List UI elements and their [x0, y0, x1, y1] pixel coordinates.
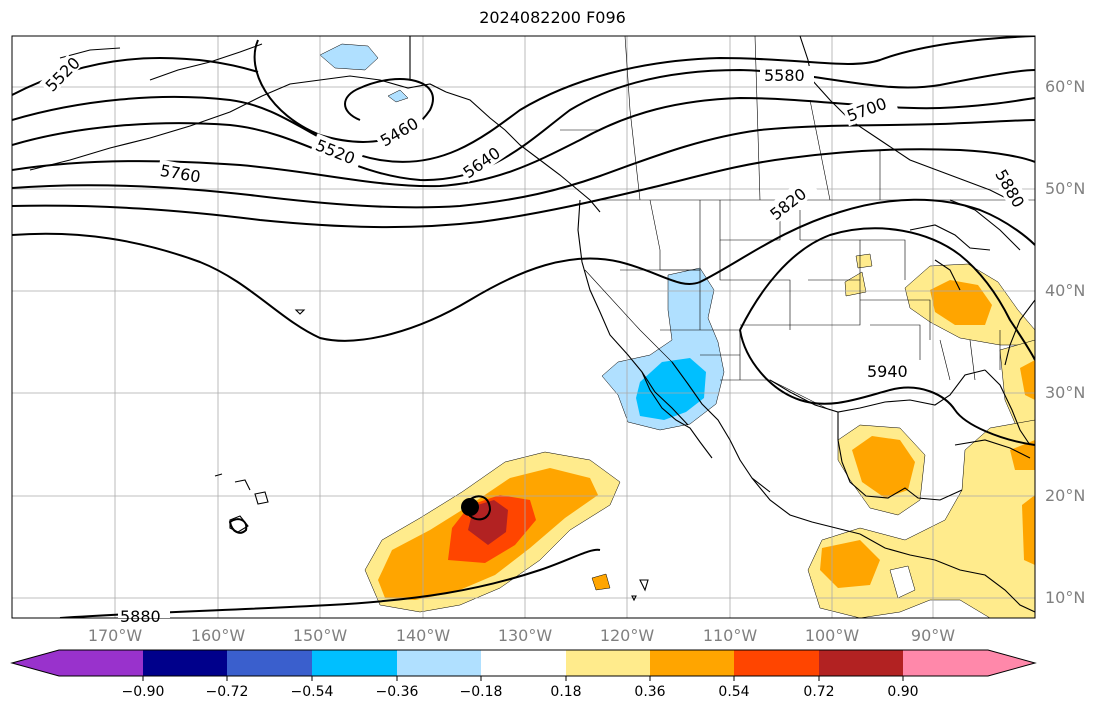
map-frame — [11, 35, 1036, 619]
negative-anomaly-alaska — [319, 43, 379, 71]
colorbar-tick-label: 0.90 — [887, 684, 919, 700]
colorbar-extend-high — [988, 650, 1035, 676]
negative-anomaly-alaska-small — [387, 89, 409, 103]
contour-label: 5880 — [991, 166, 1028, 211]
colorbar-tick-label: −0.36 — [375, 684, 419, 700]
lon-label: 100°W — [804, 626, 860, 645]
map-title: 2024082200 F096 — [479, 8, 626, 27]
colorbar-segment — [650, 650, 735, 676]
positive-anomaly-small — [591, 573, 611, 591]
colorbar-tick-label: 0.72 — [803, 684, 835, 700]
colorbar-segment — [481, 650, 566, 676]
colorbar-segment — [397, 650, 482, 676]
colorbar-segment — [566, 650, 651, 676]
colorbar-segment — [227, 650, 312, 676]
positive-anomaly-caribbean-core-1 — [1010, 440, 1035, 470]
colorbar-tick-label: −0.18 — [459, 684, 503, 700]
lat-label: 10°N — [1045, 588, 1086, 607]
colorbar-segment — [819, 650, 904, 676]
positive-anomaly-gulf-core — [852, 436, 915, 498]
lat-label: 40°N — [1045, 281, 1086, 300]
lat-label: 30°N — [1045, 383, 1086, 402]
lon-label: 90°W — [910, 626, 956, 645]
anomaly-fill-layer — [319, 43, 1035, 618]
contour-label: 5520 — [42, 53, 84, 95]
colorbar-tick-label: 0.36 — [634, 684, 666, 700]
positive-anomaly-east-core — [1020, 360, 1035, 400]
lon-label: 110°W — [702, 626, 758, 645]
lon-label: 170°W — [87, 626, 143, 645]
anomaly-hole — [889, 565, 916, 599]
positive-anomaly-ocean-darkred — [468, 500, 508, 545]
negative-anomaly-sw-core — [636, 358, 706, 420]
lon-label: 130°W — [497, 626, 553, 645]
storm-center-marker — [461, 498, 479, 516]
colorbar-extend-low — [12, 650, 59, 676]
lat-label: 20°N — [1045, 486, 1086, 505]
map-plot-area — [12, 36, 1035, 618]
contour-label: 5940 — [867, 362, 908, 381]
colorbar-tick-label: −0.72 — [205, 684, 249, 700]
contour-label: 5760 — [159, 161, 202, 187]
lon-label: 160°W — [190, 626, 246, 645]
colorbar-segment — [59, 650, 144, 676]
lon-label: 140°W — [395, 626, 451, 645]
lat-label: 50°N — [1045, 179, 1086, 198]
colorbar-segment — [734, 650, 819, 676]
positive-anomaly-plains-2 — [855, 253, 873, 269]
coastlines — [29, 36, 1035, 613]
colorbar-segment — [312, 650, 397, 676]
positive-anomaly-pacific-ca — [820, 540, 880, 588]
colorbar-tick-label: 0.18 — [550, 684, 582, 700]
contour-label: 5580 — [764, 66, 805, 85]
colorbar — [10, 649, 1037, 681]
positive-anomaly-plains — [844, 271, 867, 297]
height-contours — [12, 36, 1035, 618]
colorbar-tick-label: 0.54 — [718, 684, 750, 700]
contour-label: 5880 — [120, 607, 161, 626]
lon-label: 120°W — [599, 626, 655, 645]
colorbar-segment — [903, 650, 988, 676]
lon-label: 150°W — [292, 626, 348, 645]
colorbar-segment — [143, 650, 228, 676]
contour-label: 5700 — [844, 94, 889, 126]
colorbar-tick-label: −0.54 — [290, 684, 334, 700]
borders — [560, 36, 1035, 411]
positive-anomaly-caribbean-core-2 — [1022, 495, 1035, 565]
lat-label: 60°N — [1045, 77, 1086, 96]
colorbar-tick-label: −0.90 — [121, 684, 165, 700]
